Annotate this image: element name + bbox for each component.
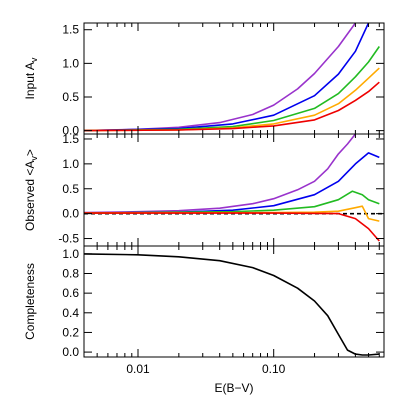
ytick-label: 1.0 xyxy=(62,56,79,70)
ytick-label: 1.0 xyxy=(62,247,79,261)
ytick-label: 1.5 xyxy=(62,132,79,146)
y-axis-label-3: Completeness xyxy=(23,263,37,340)
ytick-label: 0.0 xyxy=(62,345,79,359)
panel-frame-1 xyxy=(83,22,385,135)
panel-frame-3 xyxy=(83,245,385,358)
panel-frame-2 xyxy=(83,133,385,247)
series-line-3-1 xyxy=(84,253,380,356)
series-line-1-2 xyxy=(84,23,370,132)
xtick-label: 0.01 xyxy=(126,362,150,376)
ytick-label: 1.0 xyxy=(62,157,79,171)
ytick-label: 0.2 xyxy=(62,325,79,339)
y-axis-label-1: Input Av xyxy=(23,57,39,99)
ytick-label: -0.5 xyxy=(58,232,79,246)
series-line-2-2 xyxy=(84,152,380,214)
ytick-label: 0.8 xyxy=(62,267,79,281)
ytick-label: 0.4 xyxy=(62,306,79,320)
series-line-2-5 xyxy=(84,212,380,242)
series-line-1-5 xyxy=(84,81,380,132)
x-axis-label: E(B−V) xyxy=(214,381,253,395)
ytick-label: 0.0 xyxy=(62,124,79,138)
ytick-label: 1.5 xyxy=(62,23,79,37)
series-line-1-3 xyxy=(84,46,380,132)
ytick-label: 0.5 xyxy=(62,90,79,104)
ytick-label: 0.0 xyxy=(62,207,79,221)
ytick-label: 0.6 xyxy=(62,286,79,300)
ytick-label: 0.5 xyxy=(62,182,79,196)
series-line-2-3 xyxy=(84,190,380,214)
series-line-2-1 xyxy=(84,134,357,214)
xtick-label: 0.10 xyxy=(262,362,286,376)
y-axis-label-2: Observed <Av> xyxy=(23,149,39,231)
